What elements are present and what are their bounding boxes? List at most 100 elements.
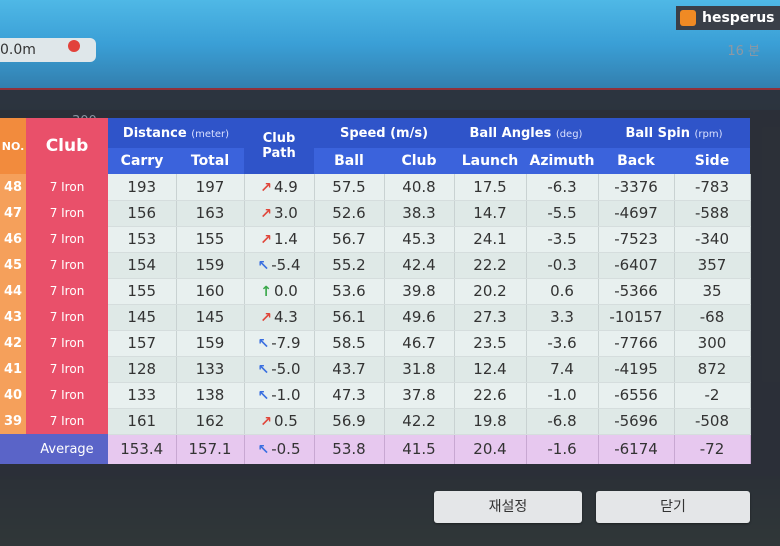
path-arrow-icon: ↗ <box>260 232 272 248</box>
row-side: -68 <box>674 304 751 331</box>
row-total: 133 <box>176 356 245 383</box>
row-speed-club: 46.7 <box>384 330 455 357</box>
user-name: hesperus <box>702 10 775 26</box>
average-launch: 20.4 <box>454 434 527 464</box>
shot-stats-table: NO. Club Distance (meter) Club Path Spee… <box>0 118 751 464</box>
row-carry: 155 <box>108 278 177 305</box>
row-total: 159 <box>176 330 245 357</box>
row-club: 7 Iron <box>26 174 108 200</box>
row-azimuth: -3.6 <box>526 330 599 357</box>
row-speed-club: 40.8 <box>384 174 455 201</box>
row-total: 145 <box>176 304 245 331</box>
table-row: 47 7 Iron 156 163 ↗ 3.0 52.6 38.3 14.7 -5.5 -4697-… <box>0 200 751 227</box>
average-back: -6174 <box>598 434 675 464</box>
row-speed-club: 39.8 <box>384 278 455 305</box>
table-row: 43 7 Iron 145 145 ↗ 4.3 56.1 49.6 27.3 3.3 -10157-… <box>0 304 751 331</box>
row-carry: 153 <box>108 226 177 253</box>
header-club: Club <box>26 118 108 174</box>
row-path: ↖ -5.0 <box>244 356 315 383</box>
header-ball-spin: Ball Spin (rpm) <box>598 118 750 148</box>
row-no: 41 <box>0 356 26 382</box>
row-carry: 193 <box>108 174 177 201</box>
average-row: Average 153.4 157.1 ↖ -0.5 53.8 41.5 20.4… <box>0 434 751 464</box>
panel-top-border <box>0 88 780 90</box>
row-side: -2 <box>674 382 751 409</box>
header-distance: Distance (meter) <box>108 118 244 148</box>
row-total: 138 <box>176 382 245 409</box>
row-side: 357 <box>674 252 751 279</box>
user-badge: hesperus <box>676 6 780 30</box>
row-carry: 157 <box>108 330 177 357</box>
row-no: 42 <box>0 330 26 356</box>
close-button[interactable]: 닫기 <box>596 491 750 523</box>
row-back: -3376 <box>598 174 675 201</box>
path-arrow-icon: ↖ <box>257 258 270 274</box>
row-path: ↗ 4.9 <box>244 174 315 201</box>
row-total: 197 <box>176 174 245 201</box>
row-total: 163 <box>176 200 245 227</box>
average-speed-ball: 53.8 <box>314 434 385 464</box>
header-side: Side <box>674 148 750 174</box>
row-azimuth: -5.5 <box>526 200 599 227</box>
row-club: 7 Iron <box>26 382 108 408</box>
row-total: 155 <box>176 226 245 253</box>
average-azimuth: -1.6 <box>526 434 599 464</box>
table-row: 46 7 Iron 153 155 ↗ 1.4 56.7 45.3 24.1 -3.5 -7523-… <box>0 226 751 253</box>
row-total: 159 <box>176 252 245 279</box>
distance-text: 0.0m <box>0 42 36 58</box>
row-launch: 17.5 <box>454 174 527 201</box>
row-carry: 133 <box>108 382 177 409</box>
row-speed-club: 37.8 <box>384 382 455 409</box>
row-launch: 22.6 <box>454 382 527 409</box>
table-row: 45 7 Iron 154 159 ↖ -5.4 55.2 42.4 22.2 -0.3 -6407… <box>0 252 751 279</box>
row-side: -783 <box>674 174 751 201</box>
row-path: ↗ 0.5 <box>244 408 315 435</box>
path-arrow-icon: ↖ <box>257 442 270 459</box>
path-arrow-icon: ↖ <box>257 362 270 378</box>
row-speed-ball: 56.1 <box>314 304 385 331</box>
row-launch: 19.8 <box>454 408 527 435</box>
row-azimuth: 7.4 <box>526 356 599 383</box>
row-speed-ball: 58.5 <box>314 330 385 357</box>
row-carry: 154 <box>108 252 177 279</box>
row-azimuth: -1.0 <box>526 382 599 409</box>
row-path: ↖ -1.0 <box>244 382 315 409</box>
path-arrow-icon: ↗ <box>260 414 272 430</box>
table-row: 39 7 Iron 161 162 ↗ 0.5 56.9 42.2 19.8 -6.8 -5696-… <box>0 408 751 435</box>
row-back: -7523 <box>598 226 675 253</box>
row-speed-club: 49.6 <box>384 304 455 331</box>
row-azimuth: -3.5 <box>526 226 599 253</box>
header-total: Total <box>176 148 244 174</box>
header-speed-ball: Ball <box>314 148 384 174</box>
header-carry: Carry <box>108 148 176 174</box>
user-color-icon <box>680 10 696 26</box>
header-club-path: Club Path <box>244 118 314 174</box>
row-azimuth: -0.3 <box>526 252 599 279</box>
row-launch: 20.2 <box>454 278 527 305</box>
row-side: -588 <box>674 200 751 227</box>
row-path: ↖ -5.4 <box>244 252 315 279</box>
row-path: ↗ 4.3 <box>244 304 315 331</box>
row-launch: 24.1 <box>454 226 527 253</box>
row-club: 7 Iron <box>26 278 108 304</box>
row-back: -4195 <box>598 356 675 383</box>
row-speed-club: 42.2 <box>384 408 455 435</box>
row-azimuth: -6.3 <box>526 174 599 201</box>
row-no: 46 <box>0 226 26 252</box>
header-back: Back <box>598 148 674 174</box>
row-club: 7 Iron <box>26 252 108 278</box>
row-back: -6407 <box>598 252 675 279</box>
average-side: -72 <box>674 434 751 464</box>
row-no: 40 <box>0 382 26 408</box>
row-back: -10157 <box>598 304 675 331</box>
row-speed-ball: 57.5 <box>314 174 385 201</box>
row-speed-club: 38.3 <box>384 200 455 227</box>
row-side: 300 <box>674 330 751 357</box>
row-speed-ball: 47.3 <box>314 382 385 409</box>
reset-button[interactable]: 재설정 <box>434 491 582 523</box>
path-arrow-icon: ↖ <box>257 336 270 352</box>
average-total: 157.1 <box>176 434 245 464</box>
table-row: 41 7 Iron 128 133 ↖ -5.0 43.7 31.8 12.4 7.4 -4195 8… <box>0 356 751 383</box>
row-club: 7 Iron <box>26 304 108 330</box>
average-carry: 153.4 <box>108 434 177 464</box>
